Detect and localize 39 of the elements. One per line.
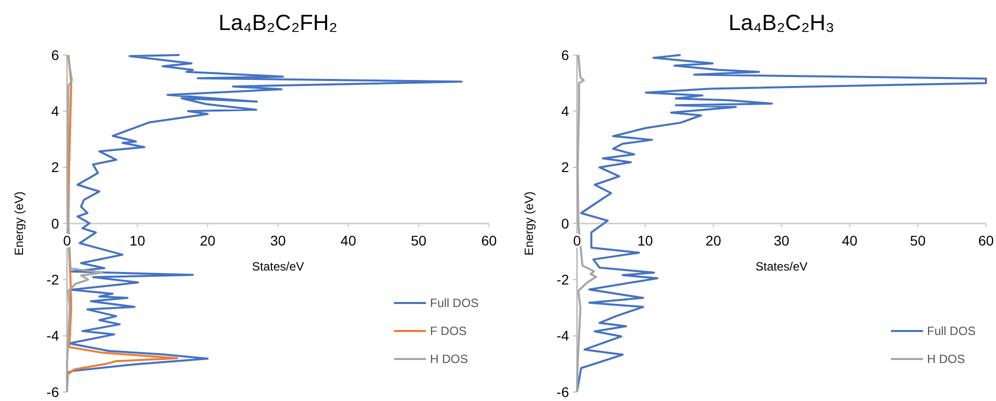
legend-label: F DOS: [430, 324, 467, 338]
x-tick-label: 50: [410, 232, 427, 248]
y-tick-label: 6: [51, 46, 60, 63]
x-tick-label: 10: [637, 232, 654, 248]
y-tick-label: -6: [46, 384, 60, 400]
y-axis-title: Energy (eV): [12, 191, 26, 256]
y-tick-label: 0: [51, 215, 60, 232]
x-tick-label: 20: [706, 232, 722, 248]
x-tick-label: 30: [270, 232, 286, 248]
y-tick-label: 0: [561, 215, 570, 232]
x-tick-label: 0: [63, 232, 72, 248]
chart-title: La₄B₂C₂H₃: [728, 10, 834, 35]
y-tick-label: -2: [46, 272, 60, 288]
x-tick-label: 40: [842, 232, 858, 248]
y-tick-label: 6: [561, 46, 570, 63]
y-tick-label: -4: [46, 328, 60, 344]
y-axis-title: Energy (eV): [522, 191, 536, 256]
x-tick-label: 60: [978, 232, 994, 248]
legend-label: Full DOS: [430, 296, 479, 310]
y-tick-label: -4: [556, 328, 570, 344]
legend-label: H DOS: [430, 352, 468, 366]
x-axis-title: States/eV: [755, 260, 808, 274]
y-tick-label: -2: [556, 272, 570, 288]
x-tick-label: 40: [340, 232, 356, 248]
chart-title: La₄B₂C₂FH₂: [218, 10, 338, 35]
y-tick-label: 2: [51, 159, 60, 176]
y-tick-label: 4: [51, 103, 60, 120]
x-axis-title: States/eV: [252, 260, 304, 274]
x-tick-label: 50: [910, 232, 926, 248]
x-tick-label: 30: [774, 232, 790, 248]
x-tick-label: 10: [130, 232, 146, 248]
y-tick-label: 4: [561, 103, 570, 120]
x-tick-label: 0: [573, 232, 582, 248]
legend-label: H DOS: [927, 352, 966, 366]
y-tick-label: 2: [561, 159, 570, 176]
y-tick-label: -6: [556, 384, 570, 400]
x-tick-label: 60: [481, 232, 497, 248]
legend-label: Full DOS: [927, 324, 976, 338]
x-tick-label: 20: [200, 232, 216, 248]
